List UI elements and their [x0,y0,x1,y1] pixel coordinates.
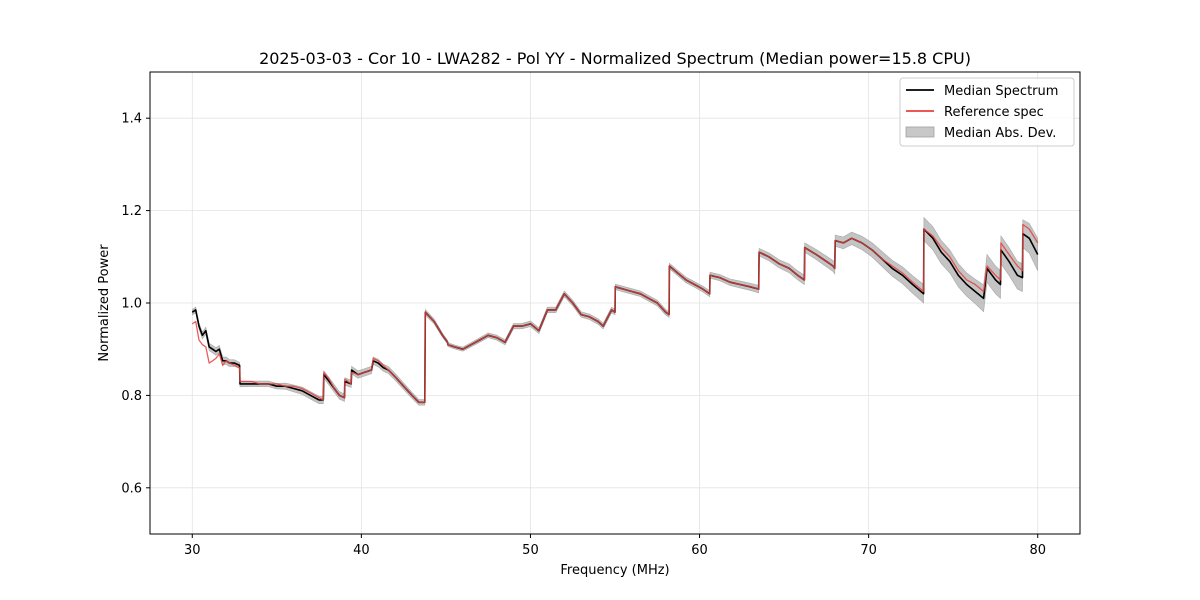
x-tick-label: 50 [522,543,539,558]
y-ticks: 0.6 0.8 1.0 1.2 1.4 [121,112,150,497]
x-tick-label: 30 [184,543,201,558]
median-line-layer [192,229,1037,402]
y-tick-label: 0.6 [121,481,142,496]
y-tick-label: 1.0 [121,297,142,312]
y-tick-label: 0.8 [121,389,142,404]
spectrum-chart: 30 40 50 60 70 80 0.6 0.8 1.0 1.2 1.4 2025-03-03 … [0,0,1200,600]
y-tick-label: 1.4 [121,112,142,127]
y-tick-label: 1.2 [121,204,142,219]
x-tick-label: 80 [1029,543,1046,558]
x-tick-label: 40 [353,543,370,558]
legend-reference-label: Reference spec [944,105,1044,120]
legend-mad-label: Median Abs. Dev. [944,126,1056,141]
legend-median-label: Median Spectrum [944,84,1058,99]
x-ticks: 30 40 50 60 70 80 [184,534,1046,558]
y-axis-label: Normalized Power [97,244,112,362]
legend-mad-swatch [906,127,934,137]
legend: Median Spectrum Reference spec Median Ab… [900,78,1074,146]
x-axis-label: Frequency (MHz) [560,563,669,578]
x-tick-label: 60 [691,543,708,558]
chart-title: 2025-03-03 - Cor 10 - LWA282 - Pol YY - … [259,49,971,68]
x-tick-label: 70 [860,543,877,558]
median-spectrum-line [192,229,1037,402]
